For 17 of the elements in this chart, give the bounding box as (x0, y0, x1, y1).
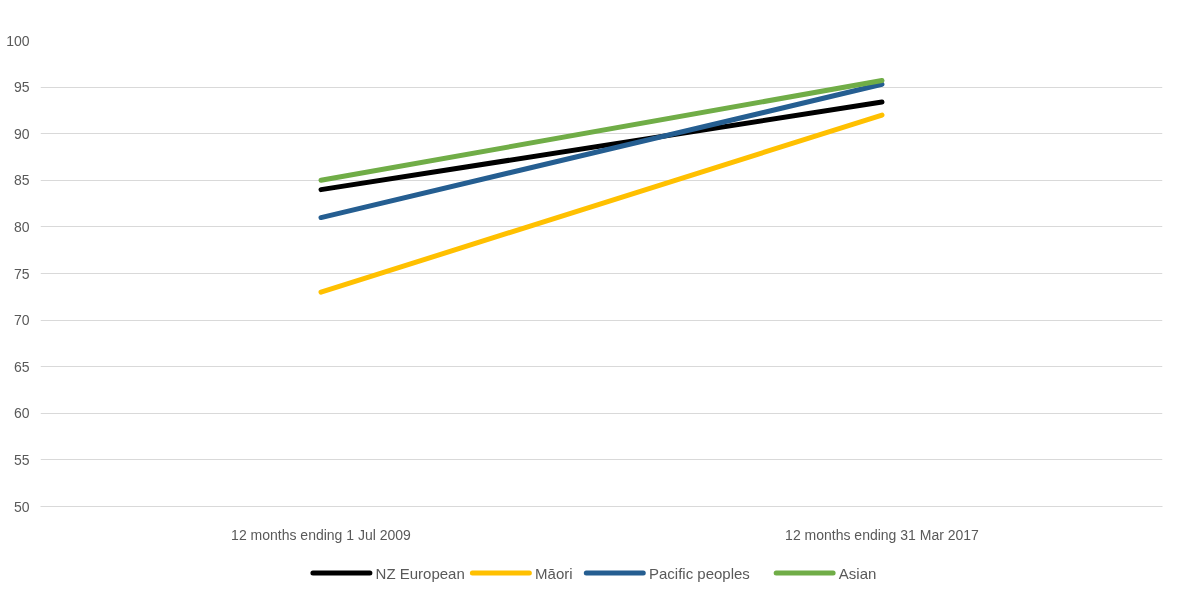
y-tick-label: 100 (6, 32, 30, 49)
legend-label: NZ European (375, 564, 465, 582)
y-tick-label: 70 (13, 312, 30, 329)
y-tick-label: 75 (13, 265, 30, 282)
y-tick-label: 55 (13, 451, 30, 468)
x-tick-label: 12 months ending 1 Jul 2009 (231, 526, 412, 543)
y-tick-label: 95 (13, 79, 30, 96)
y-tick-label: 90 (13, 125, 30, 142)
y-tick-label: 60 (13, 405, 30, 422)
y-tick-label: 85 (13, 172, 30, 189)
legend-label: Asian (838, 564, 877, 582)
legend-label: Pacific peoples (648, 564, 750, 582)
legend-label: Māori (535, 564, 573, 582)
y-tick-label: 65 (13, 358, 30, 375)
y-tick-label: 80 (13, 218, 30, 235)
y-tick-label: 50 (13, 498, 30, 515)
x-tick-label: 12 months ending 31 Mar 2017 (785, 526, 980, 543)
